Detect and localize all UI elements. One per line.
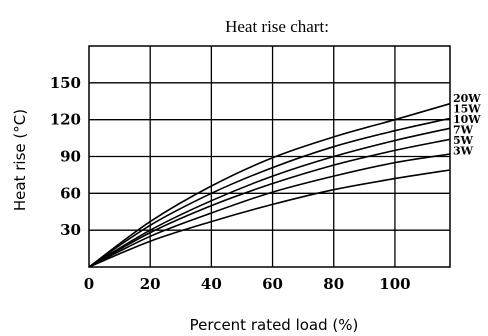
y-tick-label: 60 [60,184,81,202]
x-tick-label: 40 [201,275,222,293]
series-label-3W: 3W [453,145,474,158]
y-tick-label: 30 [60,221,81,239]
y-tick-label: 90 [60,148,81,166]
x-tick-label: 0 [84,275,94,293]
y-tick-label: 120 [50,111,81,129]
series-line-10W [89,128,450,267]
x-tick-labels: 0 20 40 60 80 100 [84,275,411,293]
y-tick-label: 150 [50,74,81,92]
y-axis-label: Heat rise (°C) [11,109,29,211]
y-tick-labels: 30 60 90 120 150 [50,74,81,239]
x-axis-label: Percent rated load (%) [190,316,359,334]
x-tick-label: 20 [140,275,161,293]
series-line-5W [89,154,450,267]
curves [89,104,450,267]
x-tick-label: 80 [323,275,344,293]
x-tick-label: 100 [379,275,410,293]
chart-title: Heat rise chart: [225,17,329,36]
x-tick-label: 60 [262,275,283,293]
